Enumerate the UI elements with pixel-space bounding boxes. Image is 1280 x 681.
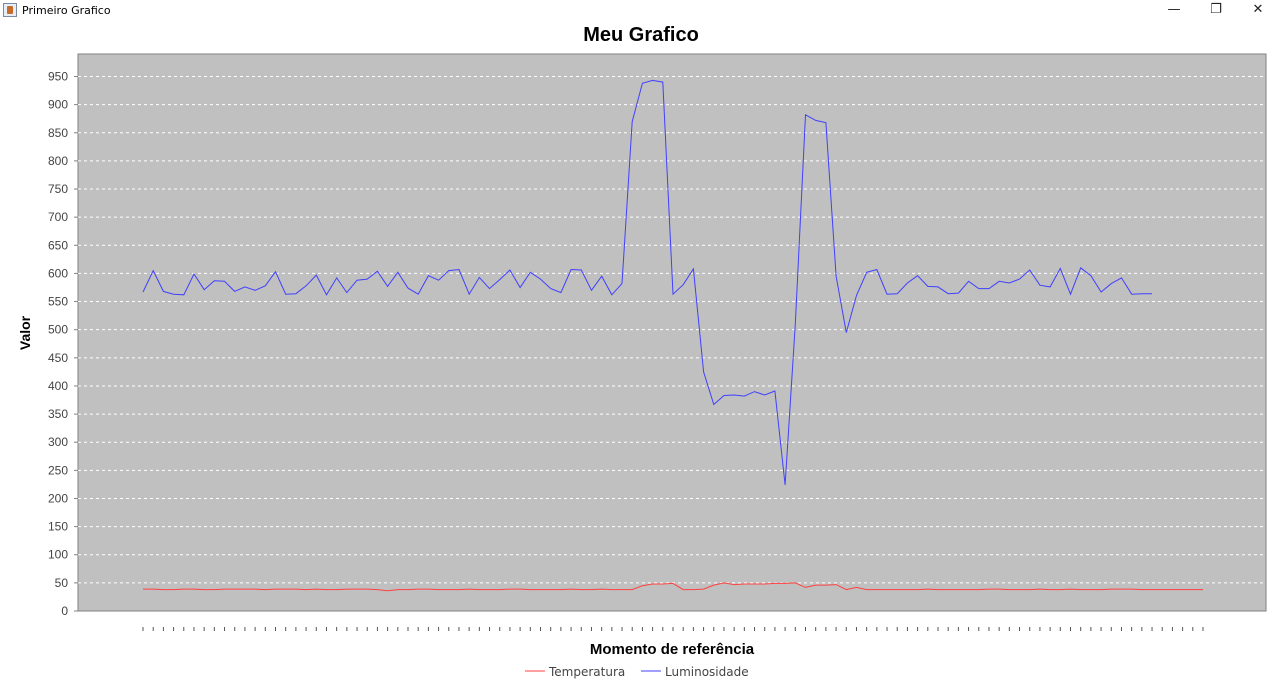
series-line-temperatura bbox=[143, 582, 1203, 592]
y-tick-label: 950 bbox=[48, 70, 68, 84]
y-tick-label: 0 bbox=[61, 604, 68, 618]
minimize-button[interactable]: — bbox=[1167, 2, 1181, 17]
legend-label: Temperatura bbox=[548, 665, 625, 679]
series-lines bbox=[142, 79, 1203, 592]
y-tick-label: 350 bbox=[48, 407, 68, 421]
y-tick-label: 300 bbox=[48, 435, 68, 449]
y-tick-label: 150 bbox=[48, 520, 68, 534]
y-tick-label: 800 bbox=[48, 154, 68, 168]
y-tick-label: 850 bbox=[48, 126, 68, 140]
chart-title: Meu Grafico bbox=[583, 24, 699, 46]
y-tick-label: 750 bbox=[48, 182, 68, 196]
window-titlebar: Primeiro Grafico — ❐ ✕ bbox=[0, 0, 1280, 22]
legend: Temperatura Luminosidade bbox=[525, 665, 749, 679]
y-axis: 0 50 100 150 200 250 300 350 400 450 500 550 600 650 7… bbox=[48, 70, 78, 618]
y-tick-label: 450 bbox=[48, 351, 68, 365]
java-app-icon bbox=[3, 3, 17, 17]
y-tick-label: 250 bbox=[48, 463, 68, 477]
x-axis bbox=[142, 627, 1204, 631]
plot-area bbox=[77, 53, 1267, 612]
grid-lines bbox=[78, 76, 1266, 584]
y-axis-label: Valor bbox=[17, 315, 33, 350]
close-button[interactable]: ✕ bbox=[1252, 2, 1264, 17]
y-tick-label: 400 bbox=[48, 379, 68, 393]
y-tick-label: 600 bbox=[48, 266, 68, 280]
legend-label: Luminosidade bbox=[665, 665, 749, 679]
y-tick-label: 550 bbox=[48, 295, 68, 309]
y-tick-label: 200 bbox=[48, 491, 68, 505]
y-tick-label: 900 bbox=[48, 98, 68, 112]
y-tick-label: 500 bbox=[48, 323, 68, 337]
window-title: Primeiro Grafico bbox=[22, 4, 111, 17]
y-tick-label: 50 bbox=[55, 576, 69, 590]
y-tick-label: 650 bbox=[48, 238, 68, 252]
series-line-luminosidade bbox=[142, 79, 1152, 486]
y-tick-label: 700 bbox=[48, 210, 68, 224]
restore-button[interactable]: ❐ bbox=[1210, 2, 1222, 17]
x-axis-label: Momento de referência bbox=[590, 641, 755, 658]
y-tick-label: 100 bbox=[48, 548, 68, 562]
